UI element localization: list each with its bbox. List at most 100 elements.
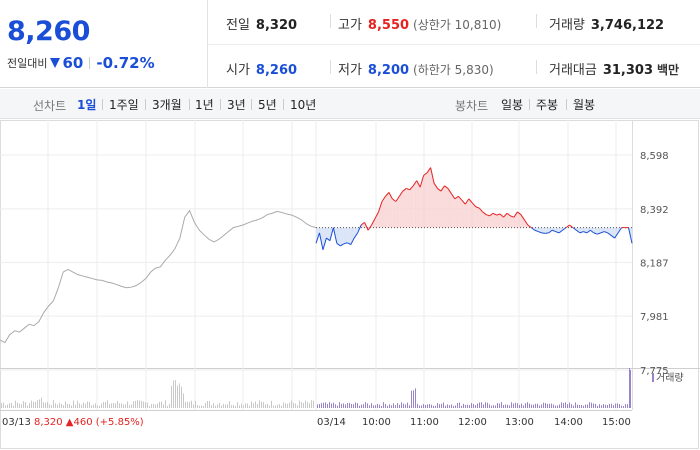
- prev-date-label: 03/13: [2, 417, 31, 428]
- period-5y-button[interactable]: 5년: [258, 98, 277, 112]
- fill-segment: [347, 227, 351, 245]
- volume-bar-today: [605, 404, 606, 408]
- volume-bar-prev: [73, 400, 74, 408]
- volume-bar-prev: [299, 400, 300, 408]
- volume-bar-prev: [123, 404, 124, 408]
- y-tick-label: 7,981: [640, 312, 669, 323]
- volume-stat: 거래량 3,746,122: [549, 14, 664, 33]
- volume-bar-today: [331, 403, 332, 408]
- volume-bar-today: [583, 405, 584, 408]
- amount-label: 거래대금: [549, 63, 597, 78]
- fill-segment: [500, 214, 504, 228]
- volume-bar-prev: [171, 385, 172, 408]
- volume-bars: [1, 368, 631, 408]
- volume-bar-today: [511, 402, 512, 408]
- volume-bar-prev: [105, 402, 106, 408]
- volume-bar-today: [593, 403, 594, 408]
- volume-bar-today: [521, 403, 522, 408]
- quote-panel: 8,260 전일대비 60 -0.72% 전일 8,320 고가 8,550 (상한가…: [0, 0, 700, 88]
- prev-day-summary: 8,320 ▲460 (+5.85%): [34, 417, 144, 428]
- volume-bar-today: [549, 403, 550, 408]
- stat-divider: [330, 14, 331, 28]
- price-segment: [357, 224, 362, 234]
- volume-bar-prev: [223, 403, 224, 408]
- intraday-chart[interactable]: 8,598 8,392 8,187 7,981 7,775 거래량 03/13 8,320 ▲…: [0, 120, 700, 450]
- low-value: 8,200: [367, 63, 410, 78]
- price-segment: [409, 185, 414, 191]
- volume-bar-prev: [229, 401, 230, 408]
- period-10y-button[interactable]: 10년: [290, 98, 317, 112]
- volume-bar-today: [475, 405, 476, 408]
- fill-segment: [361, 222, 365, 228]
- volume-bar-today: [617, 403, 618, 408]
- period-1y-button[interactable]: 1년: [195, 98, 214, 112]
- volume-bar-today: [553, 404, 554, 408]
- fill-segment: [434, 183, 438, 228]
- volume-bar-today: [383, 402, 384, 408]
- volume-bar-prev: [141, 400, 142, 408]
- fill-segment: [614, 227, 619, 239]
- fill-segment: [482, 211, 487, 228]
- price-segment: [468, 198, 473, 204]
- volume-value: 3,746,122: [590, 18, 665, 33]
- period-3y-button[interactable]: 3년: [227, 98, 246, 112]
- chart-fill: [316, 167, 632, 250]
- period-1w-button[interactable]: 1주일: [109, 98, 139, 112]
- fill-segment: [586, 227, 591, 233]
- volume-bar-prev: [109, 404, 110, 408]
- volume-bar-prev: [15, 400, 16, 408]
- volume-bar-prev: [91, 405, 92, 408]
- volume-bar-today: [537, 403, 538, 408]
- price-segment: [423, 172, 428, 176]
- price-segment: [607, 232, 612, 236]
- price-segment: [437, 188, 442, 192]
- today-date-label: 03/14: [317, 417, 346, 428]
- volume-bar-today: [459, 402, 460, 408]
- volume-bar-today: [375, 405, 376, 408]
- volume-bar-prev: [135, 400, 136, 408]
- price-segment: [590, 229, 595, 234]
- volume-bar-today: [619, 404, 620, 408]
- volume-bar-prev: [265, 404, 266, 408]
- volume-bar-prev: [89, 402, 90, 408]
- price-segment: [548, 229, 553, 234]
- volume-bar-today: [461, 405, 462, 408]
- volume-bar-prev: [251, 401, 252, 408]
- volume-bar-today: [505, 404, 506, 408]
- volume-bar-prev: [51, 404, 52, 408]
- volume-bar-prev: [219, 403, 220, 408]
- volume-bar-prev: [211, 405, 212, 408]
- volume-bar-today: [351, 403, 352, 408]
- fill-segment: [489, 213, 494, 228]
- volume-bar-prev: [87, 401, 88, 408]
- price-segment: [475, 206, 480, 209]
- fill-segment: [395, 196, 400, 228]
- candle-daily-button[interactable]: 일봉: [501, 98, 524, 112]
- fill-segment: [479, 208, 483, 228]
- price-segment: [412, 180, 418, 187]
- period-3m-button[interactable]: 3개월: [152, 98, 182, 112]
- volume-bar-today: [497, 403, 498, 408]
- volume-bar-prev: [243, 405, 244, 408]
- volume-bar-today: [387, 405, 388, 408]
- fill-segment: [461, 200, 466, 228]
- volume-bar-prev: [133, 401, 134, 408]
- volume-bar-prev: [7, 404, 8, 408]
- fill-segment: [322, 227, 327, 250]
- price-segment: [454, 195, 459, 200]
- candle-weekly-button[interactable]: 주봉: [536, 98, 559, 112]
- volume-bar-prev: [199, 405, 200, 408]
- amount-unit: 백만: [657, 63, 680, 77]
- fill-segment: [559, 227, 563, 233]
- volume-bar-today: [417, 403, 418, 408]
- fill-segment: [496, 214, 501, 228]
- candle-monthly-button[interactable]: 월봉: [573, 98, 596, 112]
- period-1d-button[interactable]: 1일: [77, 98, 97, 112]
- volume-bar-today: [369, 405, 370, 408]
- price-segment: [583, 231, 588, 234]
- volume-bar-today: [467, 404, 468, 408]
- price-segment: [513, 211, 518, 218]
- volume-bar-prev: [131, 404, 132, 408]
- fill-segment: [465, 198, 469, 228]
- volume-bar-prev: [23, 401, 24, 408]
